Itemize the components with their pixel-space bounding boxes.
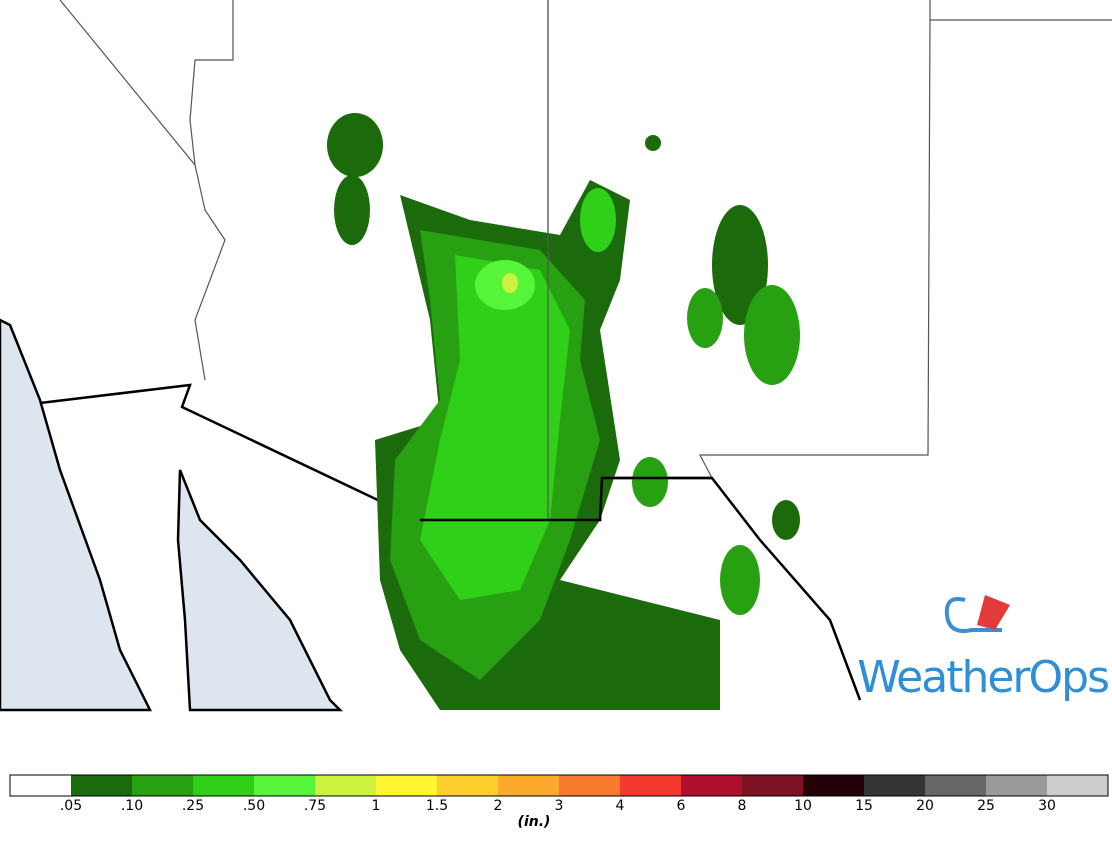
legend-swatch [498,775,559,796]
legend-label: .50 [243,798,265,814]
legend-label: 8 [738,798,747,814]
legend-swatch [1047,775,1108,796]
legend-swatch [986,775,1047,796]
legend-label: 2 [494,798,503,814]
legend-label: 4 [616,798,625,814]
legend-swatch [132,775,193,796]
legend-label: 20 [916,798,934,814]
legend-swatch [254,775,315,796]
legend-frame [9,774,1109,797]
legend-swatch [10,775,71,796]
legend-swatch [376,775,437,796]
legend-swatch [193,775,254,796]
legend-unit: (in.) [518,814,551,830]
legend-swatch [742,775,803,796]
legend-label: .25 [182,798,204,814]
legend-label: 10 [794,798,812,814]
logo: WeatherOps [857,595,1110,703]
legend-swatch [315,775,376,796]
legend-label: .05 [60,798,82,814]
border-overlay [420,476,712,522]
legend-label: 25 [977,798,995,814]
legend-label: 1.5 [426,798,448,814]
legend-swatch [437,775,498,796]
legend-label: .75 [304,798,326,814]
ocean [0,318,153,712]
legend-swatch [925,775,986,796]
legend-swatch [803,775,864,796]
logo-text: WeatherOps [857,652,1108,703]
legend-swatch [864,775,925,796]
legend-label: 6 [677,798,686,814]
legend-label: 30 [1038,798,1056,814]
legend-swatch [559,775,620,796]
legend: .05 .10 .25 .50 .75 1 1.5 2 3 4 6 8 10 15 20 25 30 (in.) [9,774,1109,830]
legend-label: 3 [555,798,564,814]
map [0,0,1112,712]
legend-label: 1 [372,798,381,814]
legend-label: .10 [121,798,143,814]
legend-swatch [620,775,681,796]
legend-label: 15 [855,798,873,814]
logo-cloud [944,597,1002,633]
legend-swatch [71,775,132,796]
gulf [176,469,344,712]
logo-mark [977,595,1010,630]
legend-swatch [681,775,742,796]
